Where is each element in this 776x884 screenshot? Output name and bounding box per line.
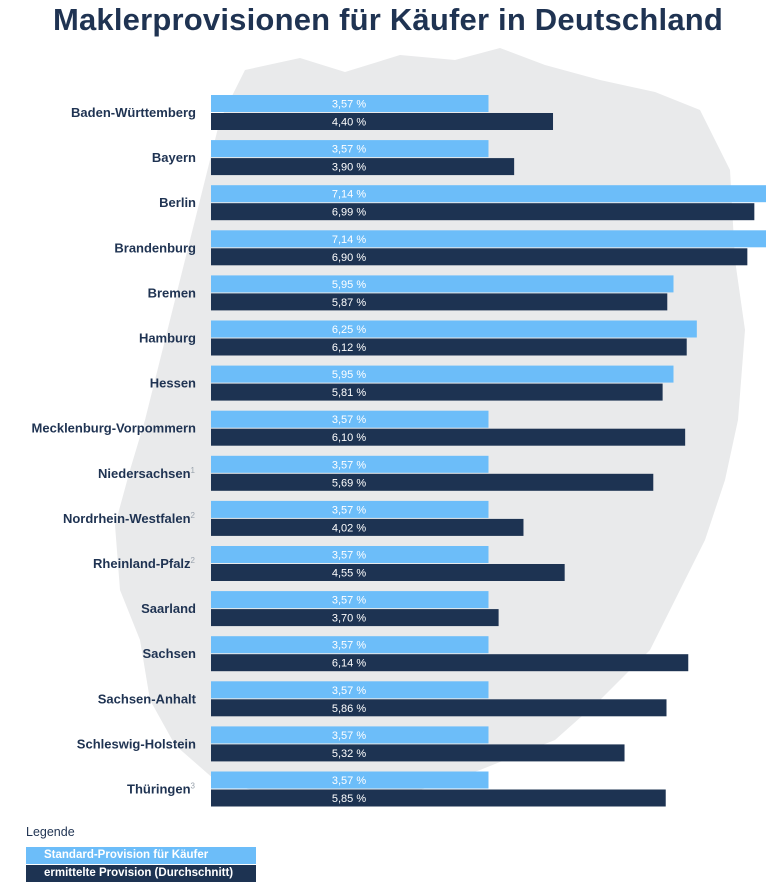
bar-standard: [211, 591, 489, 609]
bar-average: [211, 383, 663, 401]
category-label: Mecklenburg-Vorpommern: [32, 421, 197, 436]
bar-average: [211, 338, 687, 356]
category-label: Berlin: [159, 195, 196, 210]
category-label: Sachsen-Anhalt: [98, 691, 197, 706]
data-label-average: 4,40 %: [332, 117, 366, 129]
bar-average: [211, 564, 565, 581]
bar-standard: [211, 681, 489, 699]
bar-standard: [211, 455, 489, 473]
data-label-average: 5,32 %: [332, 748, 366, 760]
bar-standard: [211, 95, 489, 112]
category-label: Schleswig-Holstein: [77, 736, 196, 751]
data-label-average: 5,86 %: [332, 703, 366, 715]
bar-standard: [211, 185, 766, 203]
bar-average: [211, 293, 668, 311]
category-label: Brandenburg: [114, 240, 196, 255]
legend-standard-provision: Standard-Provision für Käufer: [26, 847, 256, 864]
category-label: Rheinland-Pfalz2: [93, 556, 196, 571]
bar-standard: [211, 365, 674, 383]
data-label-average: 6,10 %: [332, 432, 366, 444]
bar-average: [211, 789, 666, 807]
data-label-standard: 7,14 %: [332, 234, 366, 246]
bar-standard: [211, 230, 766, 248]
data-label-average: 5,69 %: [332, 477, 366, 489]
bar-average: [211, 113, 554, 130]
bar-average: [211, 428, 686, 446]
category-label: Nordrhein-Westfalen2: [63, 511, 196, 526]
footnote-marker: 1: [191, 466, 196, 475]
bar-standard: [211, 726, 489, 744]
footnote-marker: 2: [191, 511, 196, 520]
data-label-standard: 3,57 %: [332, 775, 366, 787]
bar-standard: [211, 636, 489, 654]
data-label-average: 6,14 %: [332, 658, 366, 670]
category-label: Baden-Württemberg: [71, 105, 196, 120]
data-label-standard: 5,95 %: [332, 369, 366, 381]
data-label-average: 3,70 %: [332, 613, 366, 625]
bar-average: [211, 518, 524, 536]
data-label-average: 5,81 %: [332, 387, 366, 399]
bar-standard: [211, 771, 489, 789]
bar-standard: [211, 500, 489, 518]
data-label-standard: 3,57 %: [332, 504, 366, 516]
bar-average: [211, 654, 689, 672]
category-label: Hessen: [150, 376, 196, 391]
legend-title: Legende: [26, 825, 75, 839]
bar-standard: [211, 320, 697, 338]
bar-average: [211, 158, 515, 176]
data-label-average: 5,87 %: [332, 297, 366, 309]
category-label: Bremen: [148, 285, 196, 300]
data-label-average: 6,90 %: [332, 252, 366, 264]
bar-standard: [211, 410, 489, 428]
bar-average: [211, 609, 499, 627]
footnote-marker: 2: [191, 556, 196, 565]
category-label: Hamburg: [139, 331, 196, 346]
data-label-standard: 7,14 %: [332, 189, 366, 201]
data-label-average: 6,12 %: [332, 342, 366, 354]
category-label: Bayern: [152, 150, 196, 165]
data-label-standard: 3,57 %: [332, 459, 366, 471]
bar-average: [211, 744, 625, 762]
bar-average: [211, 473, 654, 491]
data-label-standard: 3,57 %: [332, 99, 366, 111]
data-label-average: 6,99 %: [332, 207, 366, 219]
data-label-standard: 5,95 %: [332, 279, 366, 291]
data-label-standard: 3,57 %: [332, 595, 366, 607]
data-label-standard: 3,57 %: [332, 685, 366, 697]
bar-standard: [211, 275, 674, 293]
data-label-average: 4,02 %: [332, 522, 366, 534]
category-label: Sachsen: [143, 646, 197, 661]
bar-standard: [211, 140, 489, 158]
category-label: Saarland: [141, 601, 196, 616]
category-label: Niedersachsen1: [98, 466, 196, 481]
footnote-marker: 3: [191, 782, 196, 791]
chart-title: Maklerprovisionen für Käufer in Deutschl…: [52, 2, 724, 37]
data-label-average: 5,85 %: [332, 793, 366, 805]
data-label-standard: 6,25 %: [332, 324, 366, 336]
data-label-standard: 3,57 %: [332, 730, 366, 742]
bar-average: [211, 203, 755, 221]
data-label-standard: 3,57 %: [332, 550, 366, 562]
legend-average-provision: ermittelte Provision (Durchschnitt): [26, 865, 256, 882]
data-label-standard: 3,57 %: [332, 640, 366, 652]
category-label: Thüringen3: [127, 782, 196, 797]
bar-average: [211, 248, 748, 266]
data-label-standard: 3,57 %: [332, 414, 366, 426]
data-label-standard: 3,57 %: [332, 144, 366, 156]
bar-standard: [211, 546, 489, 563]
data-label-average: 4,55 %: [332, 568, 366, 580]
data-label-average: 3,90 %: [332, 162, 366, 174]
bar-average: [211, 699, 667, 717]
